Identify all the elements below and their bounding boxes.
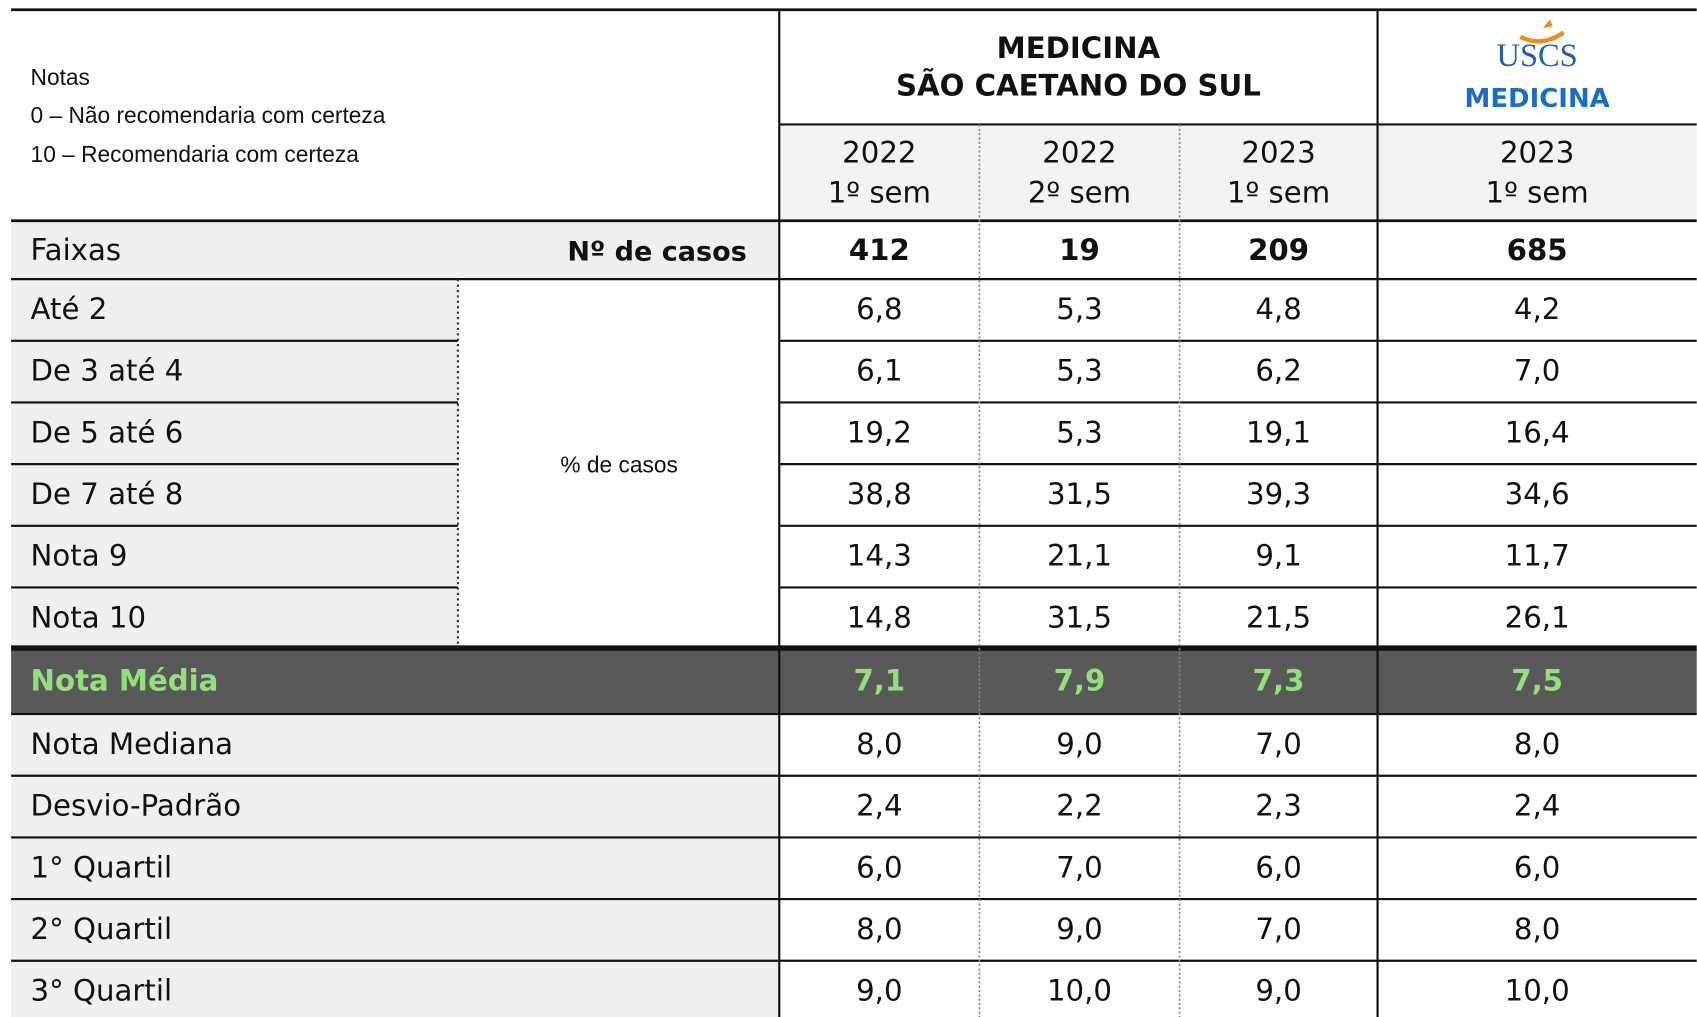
cell: 412 <box>849 233 910 267</box>
logo-mark <box>1543 19 1553 29</box>
cell: 6,0 <box>1514 850 1560 884</box>
cell: 34,6 <box>1505 477 1570 511</box>
cell-bg <box>11 340 458 403</box>
cell: 4,8 <box>1255 292 1301 326</box>
notes-line: 10 – Recomendaria com certeza <box>31 141 360 167</box>
row-label: De 5 até 6 <box>31 415 184 449</box>
cell: 19 <box>1059 233 1100 267</box>
cell: 26,1 <box>1505 600 1570 634</box>
logo-sub: MEDICINA <box>1465 84 1610 114</box>
cell: 6,1 <box>856 354 902 388</box>
cell: 2,4 <box>1514 789 1560 823</box>
cell: 7,9 <box>1054 664 1106 698</box>
cell: 7,0 <box>1514 354 1560 388</box>
cell: 6,0 <box>1255 850 1301 884</box>
row-label: 3° Quartil <box>31 974 173 1008</box>
logo-swoosh <box>1519 30 1565 44</box>
cell: 7,0 <box>1056 850 1102 884</box>
cell: 7,0 <box>1255 912 1301 946</box>
cell: 7,0 <box>1255 727 1301 761</box>
cell: 6,2 <box>1255 354 1301 388</box>
cell-bg <box>11 899 780 961</box>
cell-bg <box>11 220 780 280</box>
column-sem: 2º sem <box>1028 176 1131 210</box>
column-year: 2022 <box>842 136 916 170</box>
cell-bg <box>11 649 1697 715</box>
row-label: Desvio-Padrão <box>31 789 242 823</box>
cell: 11,7 <box>1505 539 1570 573</box>
logo: USCS <box>1497 38 1578 74</box>
cell: 10,0 <box>1047 974 1112 1008</box>
cell: 685 <box>1507 233 1568 267</box>
cell: 8,0 <box>856 727 902 761</box>
cell: 5,3 <box>1056 354 1102 388</box>
cell: 19,1 <box>1246 415 1311 449</box>
cell: 5,3 <box>1056 292 1102 326</box>
group-title: SÃO CAETANO DO SUL <box>896 69 1261 103</box>
cell: 7,5 <box>1511 664 1563 698</box>
column-sem: 1º sem <box>828 176 931 210</box>
group-title: MEDICINA <box>997 31 1161 65</box>
cell: 39,3 <box>1246 477 1311 511</box>
notes-line: 0 – Não recomendaria com certeza <box>31 102 386 128</box>
column-sem: 1º sem <box>1486 176 1589 210</box>
cell: 5,3 <box>1056 415 1102 449</box>
cell: 8,0 <box>856 912 902 946</box>
row-label: Nota Média <box>31 664 219 698</box>
cell: 19,2 <box>847 415 912 449</box>
cell-bg <box>11 279 458 341</box>
row-sublabel: Nº de casos <box>567 237 746 268</box>
cell-bg <box>11 775 780 838</box>
cell: 2,2 <box>1056 789 1102 823</box>
cell: 2,3 <box>1255 789 1301 823</box>
pct-label: % de casos <box>560 451 677 477</box>
cell: 4,2 <box>1514 292 1560 326</box>
cell: 6,0 <box>856 850 902 884</box>
row-label: De 7 até 8 <box>31 477 184 511</box>
cell: 31,5 <box>1047 600 1112 634</box>
cell: 8,0 <box>1514 727 1560 761</box>
cell: 16,4 <box>1505 415 1570 449</box>
notes-title: Notas <box>31 64 90 90</box>
row-label: De 3 até 4 <box>31 354 184 388</box>
row-label: 2° Quartil <box>31 912 173 946</box>
column-sem: 1º sem <box>1227 176 1330 210</box>
row-label: Nota 10 <box>31 600 147 634</box>
cell: 14,3 <box>847 539 912 573</box>
cell: 9,1 <box>1255 539 1301 573</box>
cell-bg <box>11 714 780 776</box>
cell: 10,0 <box>1505 974 1570 1008</box>
row-label: Até 2 <box>31 292 108 326</box>
column-year: 2022 <box>1042 136 1116 170</box>
cell: 21,5 <box>1246 600 1311 634</box>
cell: 9,0 <box>856 974 902 1008</box>
cell: 9,0 <box>1056 912 1102 946</box>
cell-bg <box>11 464 458 526</box>
column-year: 2023 <box>1500 136 1574 170</box>
cell-bg <box>11 837 780 900</box>
cell: 8,0 <box>1514 912 1560 946</box>
cell: 38,8 <box>847 477 912 511</box>
cell: 14,8 <box>847 600 912 634</box>
column-year: 2023 <box>1241 136 1315 170</box>
cell: 7,1 <box>853 664 905 698</box>
cell-bg <box>11 402 458 465</box>
row-label: Faixas <box>31 233 122 267</box>
cell-bg <box>779 124 1697 221</box>
cell-bg <box>11 960 780 1017</box>
cell: 31,5 <box>1047 477 1112 511</box>
cell-bg <box>11 525 458 588</box>
row-label: 1° Quartil <box>31 850 173 884</box>
cell: 21,1 <box>1047 539 1112 573</box>
cell: 9,0 <box>1255 974 1301 1008</box>
cell: 209 <box>1248 233 1309 267</box>
row-label: Nota Mediana <box>31 727 233 761</box>
cell: 9,0 <box>1056 727 1102 761</box>
cell: 7,3 <box>1253 664 1305 698</box>
cell-bg <box>11 587 458 650</box>
row-label: Nota 9 <box>31 539 128 573</box>
cell: 2,4 <box>856 789 902 823</box>
cell: 6,8 <box>856 292 902 326</box>
